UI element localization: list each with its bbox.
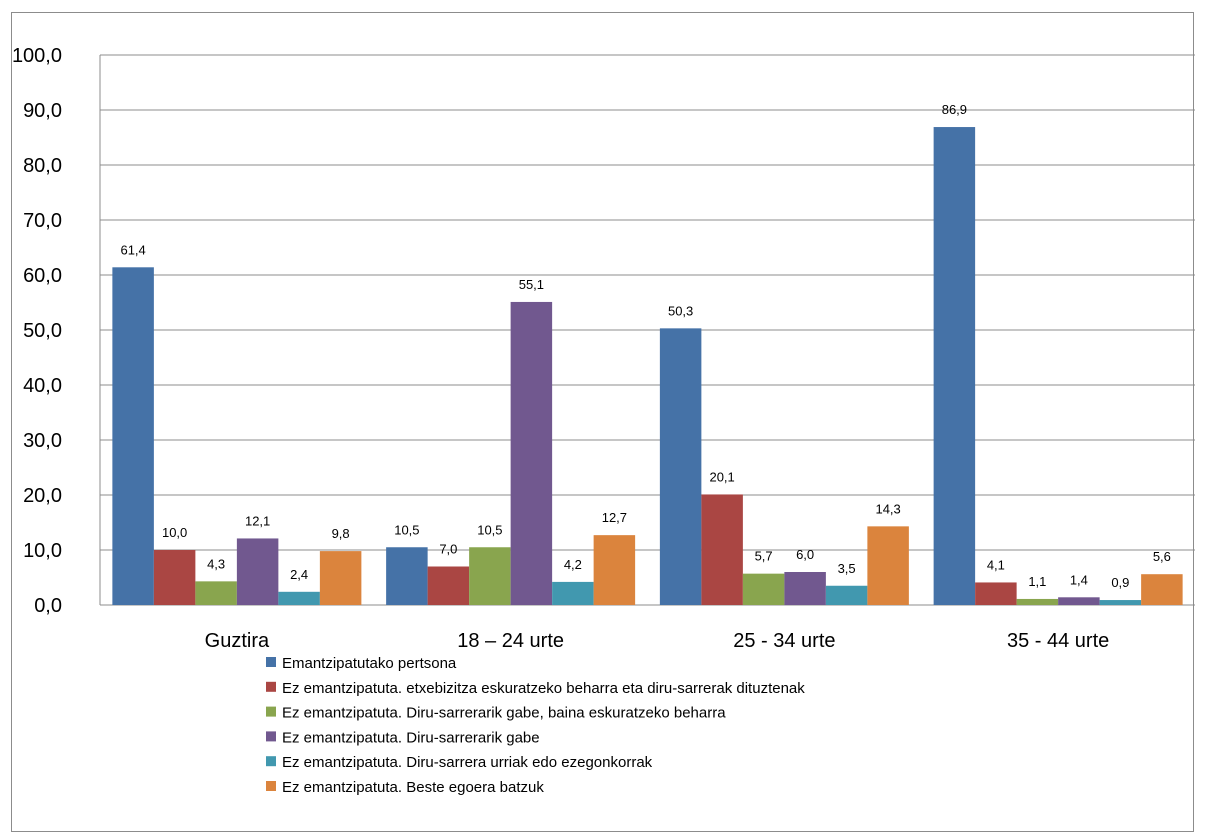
bar: [1099, 600, 1142, 605]
bar: [319, 551, 362, 605]
legend-label: Ez emantzipatuta. Diru-sarrerarik gabe, …: [282, 705, 726, 722]
legend-swatch: [266, 657, 276, 667]
bar: [593, 535, 636, 605]
bar: [469, 547, 511, 605]
x-category-label: 35 - 44 urte: [1007, 630, 1109, 652]
data-label: 4,1: [987, 557, 1005, 572]
bar: [153, 550, 196, 605]
data-label: 1,1: [1028, 574, 1046, 589]
legend-label: Ez emantzipatuta. Beste egoera batzuk: [282, 779, 544, 796]
bar: [701, 494, 743, 605]
data-label: 14,3: [875, 501, 900, 516]
data-label: 10,5: [394, 522, 419, 537]
y-tick-label: 20,0: [23, 485, 62, 507]
bar: [867, 526, 909, 605]
data-label: 1,4: [1070, 572, 1088, 587]
legend: Emantzipatutako pertsona Ez emantzipatuta…: [266, 655, 805, 796]
data-label: 3,5: [838, 561, 856, 576]
legend-swatch: [266, 706, 276, 717]
chart-frame: [11, 12, 1194, 832]
data-label: 61,4: [120, 242, 145, 257]
bar: [742, 573, 785, 605]
x-category-label: 25 - 34 urte: [733, 630, 835, 652]
bar: [659, 328, 702, 605]
data-label: 4,2: [564, 557, 582, 572]
y-tick-label: 40,0: [23, 375, 62, 397]
legend-label: Ez emantzipatuta. Diru-sarrera urriak ed…: [282, 754, 653, 771]
bar: [552, 581, 594, 605]
y-tick-label: 10,0: [23, 540, 62, 562]
y-tick-label: 60,0: [23, 265, 62, 287]
bars: [112, 127, 1183, 606]
data-label: 2,4: [290, 567, 308, 582]
legend-swatch: [266, 681, 276, 692]
x-axis: Guztira 18 – 24 urte 25 - 34 urte 35 - 44 u…: [205, 630, 1110, 652]
y-tick-label: 50,0: [23, 320, 62, 342]
y-tick-label: 90,0: [23, 100, 62, 122]
bar: [510, 301, 553, 605]
y-tick-label: 100,0: [12, 45, 62, 67]
data-label: 20,1: [709, 469, 734, 484]
data-label: 10,0: [162, 525, 187, 540]
legend-swatch: [266, 756, 276, 767]
data-label: 6,0: [796, 547, 814, 562]
data-label: 7,0: [439, 542, 457, 557]
data-label: 5,7: [755, 549, 773, 564]
legend-swatch: [266, 781, 276, 791]
bar: [427, 566, 470, 605]
data-label: 12,7: [602, 510, 627, 525]
bar-chart: 0,0 10,0 20,0 30,0 40,0 50,0 60,0 70,0 80,0 90,0 1…: [12, 45, 1195, 796]
bar: [236, 538, 279, 605]
bar: [112, 267, 154, 605]
legend-label: Ez emantzipatuta. Diru-sarrerarik gabe: [282, 729, 540, 746]
y-axis: 0,0 10,0 20,0 30,0 40,0 50,0 60,0 70,0 80,0 90,0 1…: [12, 45, 101, 617]
x-category-label: 18 – 24 urte: [457, 630, 564, 652]
bar: [825, 585, 868, 605]
bar: [278, 591, 320, 605]
bar: [784, 572, 826, 605]
data-label: 12,1: [245, 513, 270, 528]
legend-label: Emantzipatutako pertsona: [282, 655, 457, 672]
data-label: 0,9: [1111, 575, 1129, 590]
x-category-label: Guztira: [205, 630, 270, 652]
data-label: 55,1: [519, 277, 544, 292]
data-label: 86,9: [942, 102, 967, 117]
legend-label: Ez emantzipatuta. etxebizitza eskuratzek…: [282, 680, 805, 697]
y-tick-label: 80,0: [23, 155, 62, 177]
data-label: 5,6: [1153, 549, 1171, 564]
y-tick-label: 30,0: [23, 430, 62, 452]
bar: [975, 582, 1017, 605]
bar: [1016, 598, 1059, 605]
y-tick-label: 70,0: [23, 210, 62, 232]
data-label: 50,3: [668, 303, 693, 318]
data-label: 10,5: [477, 522, 502, 537]
bar: [933, 127, 976, 606]
bar: [1058, 597, 1100, 605]
data-labels: 61,4 10,0 4,3 12,1 2,4 9,8 10,5 7,0 10,5 55,1 4,2 1…: [120, 102, 1170, 590]
bar: [386, 547, 428, 605]
y-tick-label: 0,0: [34, 595, 62, 617]
data-label: 9,8: [332, 526, 350, 541]
legend-swatch: [266, 731, 276, 742]
bar: [1141, 574, 1183, 605]
data-label: 4,3: [207, 556, 225, 571]
bar: [195, 581, 237, 605]
